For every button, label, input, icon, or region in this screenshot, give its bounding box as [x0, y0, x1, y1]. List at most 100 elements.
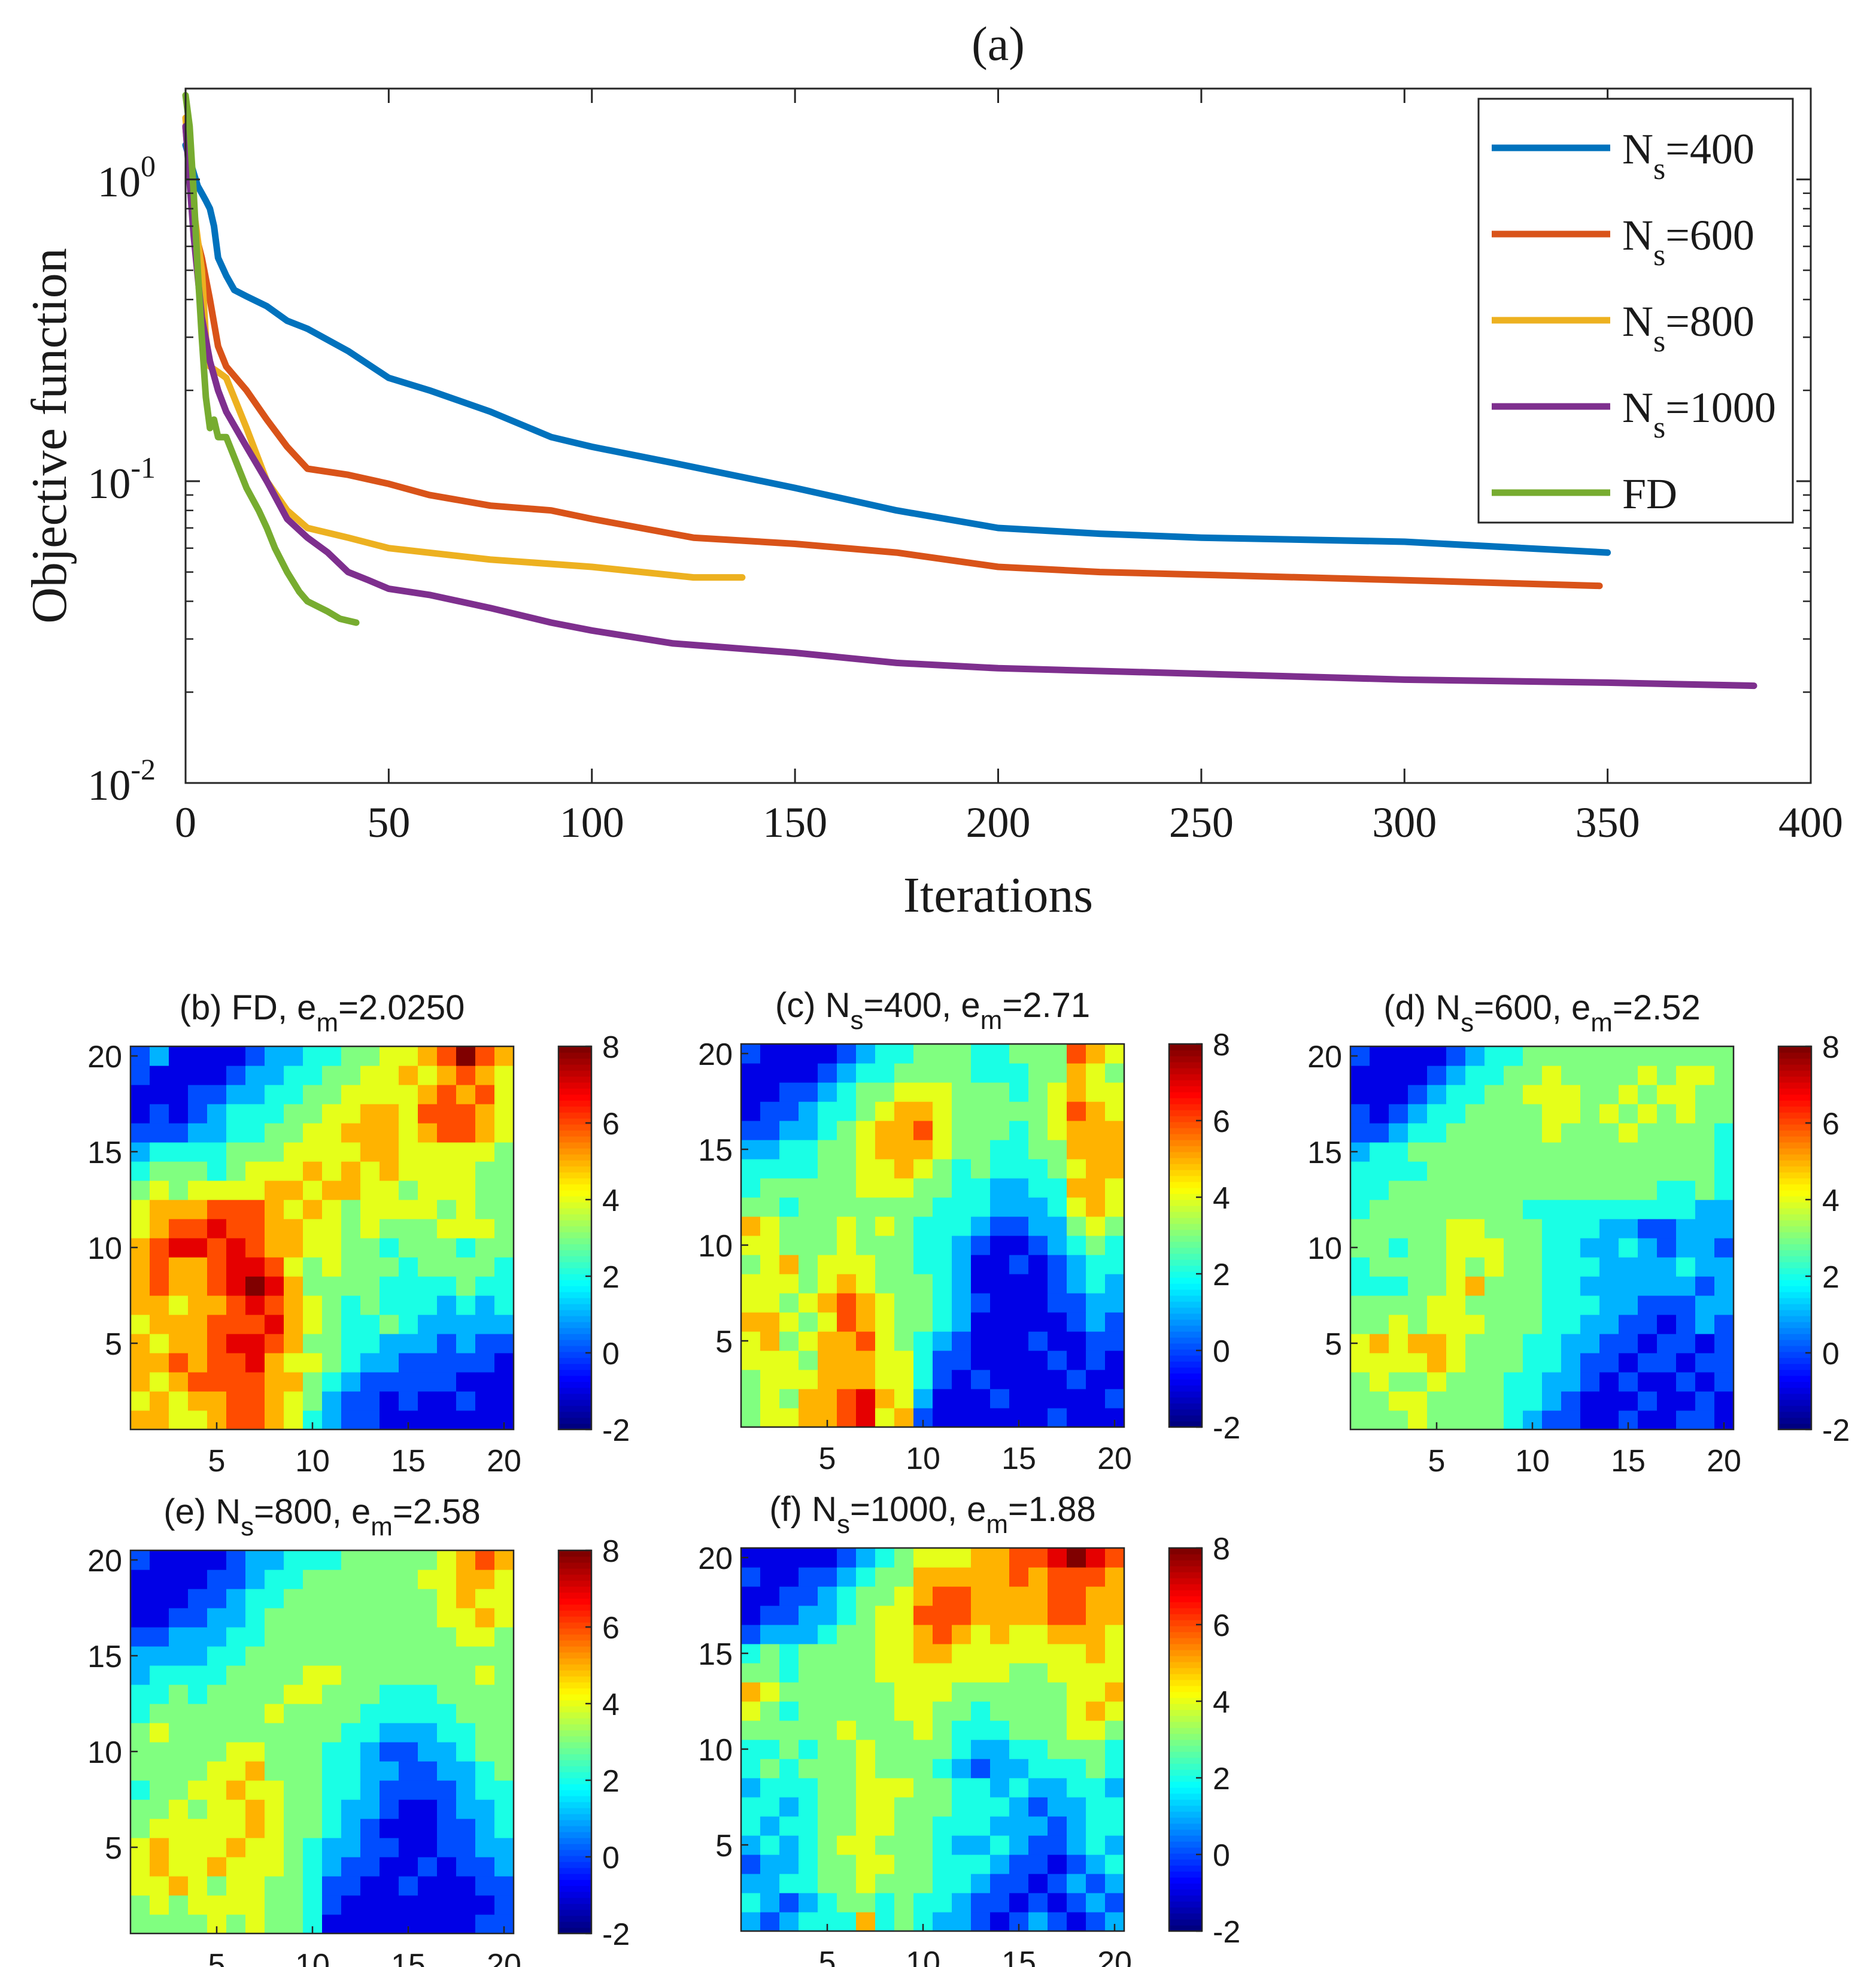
heatmap-cell — [1009, 1797, 1029, 1817]
heatmap-cell — [226, 1646, 246, 1666]
colorbar-tick-label: -2 — [1213, 1915, 1240, 1950]
heatmap-cell — [188, 1104, 208, 1124]
heatmap-cell — [1105, 1178, 1125, 1198]
heatmap-cell — [1638, 1391, 1658, 1411]
heatmap-cell — [818, 1044, 837, 1064]
x-tick-label: 15 — [391, 1948, 426, 1967]
heatmap-cell — [418, 1315, 438, 1334]
heatmap-cell — [207, 1570, 227, 1589]
heatmap-cell — [1028, 1740, 1048, 1759]
heatmap-cell — [894, 1625, 914, 1644]
heatmap-cell — [130, 1819, 150, 1838]
heatmap-cell — [150, 1646, 169, 1666]
heatmap-cell — [475, 1550, 495, 1570]
heatmap-cell — [1067, 1408, 1086, 1428]
heatmap-cell — [380, 1895, 399, 1915]
heatmap-cell — [1370, 1391, 1389, 1411]
heatmap-cell — [837, 1331, 857, 1351]
heatmap-cell — [837, 1159, 857, 1179]
heatmap-cell — [494, 1085, 514, 1104]
heatmap-cell — [322, 1550, 342, 1570]
x-tick-label: 10 — [906, 1441, 940, 1476]
heatmap-cell — [1067, 1389, 1086, 1409]
heatmap-cell — [818, 1331, 837, 1351]
colorbar-segment — [1169, 1176, 1202, 1182]
colorbar-segment — [1778, 1370, 1811, 1376]
heatmap-cell — [207, 1819, 227, 1838]
heatmap-cell — [322, 1684, 342, 1704]
heatmap-cell — [837, 1101, 857, 1121]
colorbar-segment — [1778, 1202, 1811, 1209]
heatmap-cell — [456, 1799, 476, 1819]
y-tick-label: 5 — [105, 1831, 122, 1866]
heatmap-cell — [799, 1797, 818, 1817]
heatmap-cell — [799, 1893, 818, 1913]
heatmap-cell — [150, 1410, 169, 1430]
heatmap-cell — [207, 1684, 227, 1704]
heatmap-cell — [933, 1236, 952, 1255]
heatmap-cell — [1714, 1200, 1734, 1219]
heatmap-cell — [169, 1161, 189, 1181]
colorbar-segment — [1169, 1265, 1202, 1272]
heatmap-cell — [1695, 1410, 1715, 1430]
heatmap-cell — [856, 1236, 876, 1255]
heatmap-cell — [207, 1608, 227, 1628]
heatmap-cell — [284, 1066, 303, 1085]
heatmap-cell — [475, 1608, 495, 1628]
heatmap-cell — [779, 1236, 799, 1255]
heatmap-cell — [856, 1197, 876, 1217]
colorbar-segment — [1778, 1274, 1811, 1280]
colorbar-segment — [558, 1634, 591, 1641]
heatmap-cell — [933, 1874, 952, 1893]
heatmap-cell — [971, 1835, 991, 1855]
heatmap-cell — [1009, 1720, 1029, 1740]
heatmap-cell — [818, 1312, 837, 1332]
heatmap-cell — [952, 1605, 972, 1625]
colorbar-segment — [558, 1886, 591, 1892]
heatmap-cell — [456, 1046, 476, 1066]
colorbar-tick-label: 8 — [1213, 1532, 1230, 1567]
heatmap-cell — [1067, 1044, 1086, 1064]
heatmap-cell — [437, 1550, 457, 1570]
colorbar-segment — [1169, 1128, 1202, 1134]
heatmap-cell — [990, 1663, 1010, 1683]
heatmap-cell — [265, 1410, 284, 1430]
heatmap-cell — [130, 1665, 150, 1685]
heatmap-cell — [990, 1121, 1010, 1140]
heatmap-cell — [322, 1857, 342, 1877]
heatmap-cell — [894, 1567, 914, 1587]
colorbar-segment — [1169, 1337, 1202, 1344]
heatmap-cell — [1105, 1586, 1125, 1606]
heatmap-cell — [322, 1704, 342, 1723]
heatmap-cell — [341, 1799, 361, 1819]
heatmap-cell — [913, 1236, 933, 1255]
heatmap-cell — [1485, 1276, 1504, 1296]
heatmap-cell — [130, 1257, 150, 1277]
heatmap-cell — [1009, 1389, 1029, 1409]
heatmap-cell — [380, 1238, 399, 1258]
heatmap-cell — [130, 1723, 150, 1743]
heatmap-cell — [130, 1161, 150, 1181]
heatmap-cell — [360, 1857, 380, 1877]
heatmap-cell — [437, 1046, 457, 1066]
heatmap-cell — [475, 1589, 495, 1608]
colorbar-segment — [1169, 1415, 1202, 1422]
colorbar-segment — [1778, 1376, 1811, 1382]
heatmap-cell — [1561, 1295, 1581, 1315]
heatmap-cell — [303, 1238, 323, 1258]
heatmap-cell — [245, 1391, 265, 1411]
heatmap-cell — [130, 1200, 150, 1219]
colorbar-segment — [558, 1748, 591, 1754]
heatmap-cell — [1048, 1586, 1067, 1606]
colorbar-segment — [1778, 1166, 1811, 1173]
colorbar-segment — [558, 1070, 591, 1077]
heatmap-cell — [207, 1123, 227, 1143]
heatmap-cell — [1370, 1372, 1389, 1392]
heatmap-cell — [894, 1101, 914, 1121]
heatmap-cell — [1389, 1104, 1408, 1124]
heatmap-cell — [399, 1742, 418, 1762]
colorbar-segment — [1778, 1220, 1811, 1227]
colorbar-segment — [1169, 1781, 1202, 1788]
colorbar-segment — [558, 1712, 591, 1719]
